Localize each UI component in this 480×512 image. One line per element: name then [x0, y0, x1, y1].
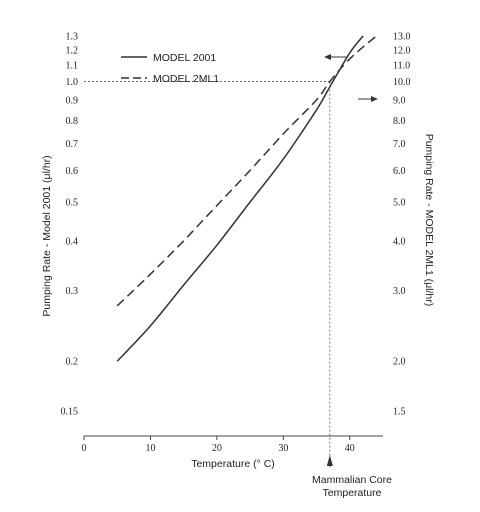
y-right-tick-label: 8.0	[393, 116, 406, 127]
x-axis-label: Temperature (° C)	[191, 458, 275, 470]
y-right-tick-label: 13.0	[393, 32, 411, 43]
reference-lines	[84, 54, 378, 468]
y-left-tick-label: 0.3	[66, 286, 79, 297]
y-axis-right-label: Pumping Rate - MODEL 2ML1 (μl/hr)	[423, 134, 435, 307]
y-left-tick-label: 0.9	[66, 95, 79, 106]
legend: MODEL 2001 MODEL 2ML1	[121, 52, 219, 85]
y-left-tick-label: 0.15	[61, 407, 79, 418]
y-right-tick-label: 12.0	[393, 45, 411, 56]
y-left-tick-label: 1.2	[66, 45, 79, 56]
y-right-tick-label: 6.0	[393, 166, 406, 177]
annotation-line-2: Temperature	[323, 487, 382, 499]
curves	[116, 35, 377, 362]
x-tick-label: 30	[278, 443, 288, 454]
y-right-tick-label: 7.0	[393, 139, 406, 150]
tick-labels: 0 10 20 30 40 1.3 1.2 1.1 1.0 0.9 0.8 0.7 0.6 0.5 0.4 0…	[61, 32, 411, 455]
x-tick-label: 10	[145, 443, 155, 454]
axes	[83, 435, 383, 440]
y-right-tick-label: 9.0	[393, 95, 406, 106]
y-right-tick-label: 4.0	[393, 236, 406, 247]
right-scale-pointer-head	[371, 96, 378, 102]
axis-labels: Temperature (° C) Pumping Rate - Model 2…	[41, 134, 435, 499]
y-right-tick-label: 10.0	[393, 77, 411, 88]
y-left-tick-label: 0.2	[66, 357, 79, 368]
legend-label-model-2ml1: MODEL 2ML1	[153, 73, 219, 85]
x-tick-label: 40	[345, 443, 355, 454]
y-left-tick-label: 0.4	[66, 236, 79, 247]
y-right-tick-label: 2.0	[393, 357, 406, 368]
series-model-2ml1-line	[116, 35, 377, 307]
annotation-line-1: Mammalian Core	[312, 474, 392, 486]
y-right-tick-label: 11.0	[393, 61, 410, 72]
y-left-tick-label: 0.7	[66, 139, 79, 150]
y-axis-left-label: Pumping Rate - Model 2001 (μl/hr)	[41, 155, 53, 316]
x-tick-label: 0	[82, 443, 87, 454]
y-left-tick-label: 0.5	[66, 197, 79, 208]
y-right-tick-label: 3.0	[393, 286, 406, 297]
y-right-tick-label: 1.5	[393, 407, 406, 418]
legend-label-model-2001: MODEL 2001	[153, 52, 216, 64]
y-left-tick-label: 0.6	[66, 166, 79, 177]
core-temperature-arrow	[326, 455, 333, 466]
y-right-tick-label: 5.0	[393, 197, 406, 208]
y-left-tick-label: 1.0	[66, 77, 79, 88]
x-tick-label: 20	[212, 443, 222, 454]
y-left-tick-label: 1.1	[66, 61, 79, 72]
left-scale-pointer-head	[324, 54, 331, 60]
y-left-tick-label: 1.3	[66, 32, 79, 43]
y-left-tick-label: 0.8	[66, 116, 79, 127]
